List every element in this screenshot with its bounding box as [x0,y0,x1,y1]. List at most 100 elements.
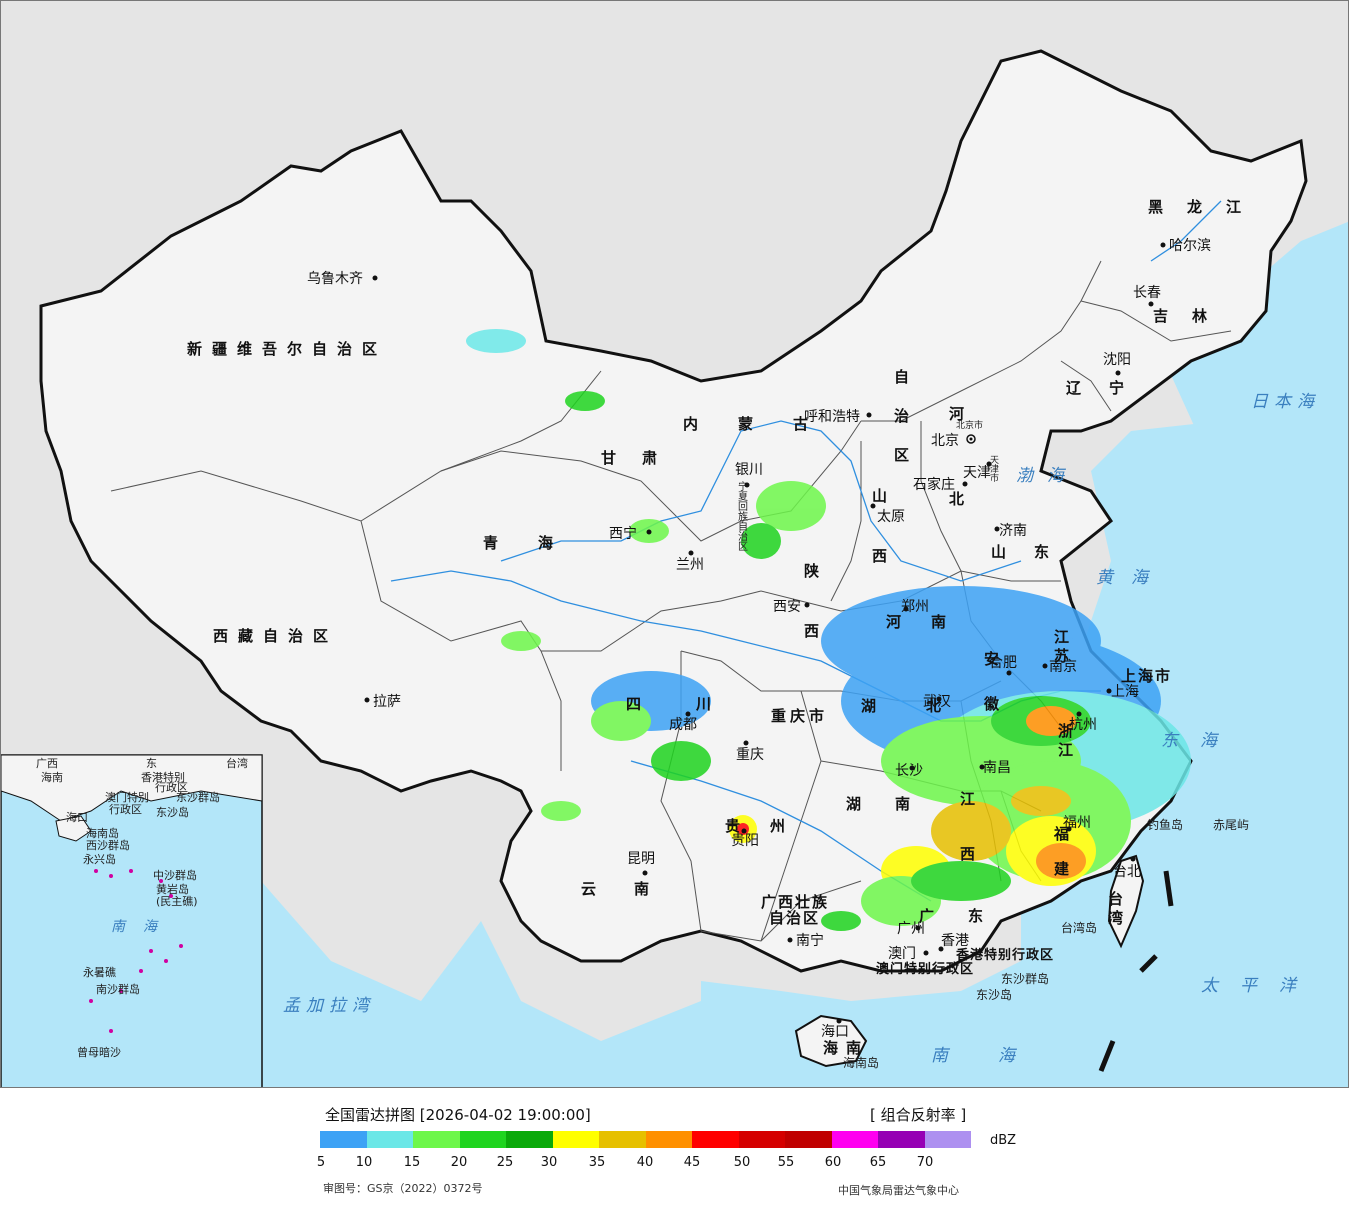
svg-text:台湾: 台湾 [226,756,248,770]
city-jinan: 济南 [999,523,1027,539]
legend-tick-label: 40 [636,1155,654,1170]
radar-echoes [466,329,1191,931]
legend-tick-label: 25 [496,1155,514,1170]
legend-tick-label: 5 [316,1155,326,1170]
legend-swatch [692,1131,739,1148]
city-lanzhou: 兰州 [676,557,704,573]
sea-labels: 日本海 渤海 黄海 东海 太平洋 南海 孟加拉湾 [283,392,1320,1066]
svg-text:曾母暗沙: 曾母暗沙 [77,1045,121,1059]
province-label-hunan: 湖南 [846,795,944,813]
legend-swatch [924,1131,971,1148]
legend-swatch [459,1131,506,1148]
svg-text:行政区: 行政区 [155,780,188,794]
island-dongsha: 东沙岛 [976,987,1012,1002]
province-label-neimenggu-2: 自治区 [892,368,910,486]
label-macao-sar: 澳门特别行政区 [876,961,974,977]
legend-swatch [599,1131,646,1148]
city-taiyuan: 太原 [877,509,905,525]
sea-label-donghai: 东海 [1161,731,1239,751]
legend-swatch [320,1131,367,1148]
legend-swatch [785,1131,832,1148]
province-label-jiangsu: 江苏 [1052,628,1070,667]
city-taipei: 台北 [1113,864,1141,880]
legend-colorbar [320,1131,971,1148]
island-taiwan: 台湾岛 [1061,920,1097,935]
island-dongsha-group: 东沙群岛 [1001,971,1049,986]
legend-tick-label: 55 [777,1155,795,1170]
city-changsha: 长沙 [895,763,923,779]
svg-text:(民主礁): (民主礁) [156,894,198,908]
city-lhasa: 拉萨 [373,694,401,710]
province-label-hubei: 湖北 [861,697,991,715]
city-urumqi: 乌鲁木齐 [307,271,363,287]
inset-labels: 广西 海南 东 香港特别 澳门特别 行政区 行政区 台湾 东沙群岛 东沙岛 海口… [36,756,248,1059]
sea-label-japan: 日本海 [1251,392,1320,412]
legend-product: [ 组合反射率 ] [870,1106,967,1124]
svg-text:中沙群岛: 中沙群岛 [153,868,197,882]
legend-swatch [552,1131,599,1148]
city-wuhan: 武汉 [923,694,951,710]
city-shenyang: 沈阳 [1103,352,1131,368]
province-label-jiangxi: 江西 [958,790,976,901]
taiwan-island [1107,854,1145,949]
sea-label-nanhai: 南海 [931,1046,1065,1066]
sea-label-pacific: 太平洋 [1201,976,1318,996]
city-chongqing: 重庆 [736,747,764,763]
province-label-hebei: 河北 [947,405,965,576]
province-label-taiwan: 台湾 [1106,890,1124,929]
city-shanghai: 上海 [1111,684,1139,700]
province-label-shandong: 山东 [991,543,1077,561]
legend-tick-label: 30 [540,1155,558,1170]
province-label-henan: 河南 [886,613,976,631]
svg-text:东沙群岛: 东沙群岛 [176,790,220,804]
province-label-chongqing: 重庆市 [771,707,828,725]
svg-text:海口: 海口 [66,810,88,824]
province-labels: 新疆维吾尔自治区 西藏自治区 青海 甘肃 内蒙古 自治区 黑龙江 吉林 辽宁 河… [187,198,1265,1057]
island-diaoyu: 钓鱼岛 [1147,817,1183,832]
legend-tick-label: 10 [355,1155,373,1170]
province-label-jilin: 吉林 [1153,307,1231,325]
svg-text:东: 东 [146,757,157,770]
legend-tick-label: 60 [824,1155,842,1170]
legend-swatch [738,1131,785,1148]
svg-text:西沙群岛: 西沙群岛 [86,838,130,852]
city-guangzhou: 广州 [897,921,925,937]
sea-label-bohai: 渤海 [1016,466,1078,486]
province-label-heilongjiang: 黑龙江 [1148,198,1265,216]
legend-tick-label: 45 [683,1155,701,1170]
city-haikou: 海口 [821,1024,849,1040]
sea-label-bengal: 孟加拉湾 [283,996,375,1016]
legend-tick-label: 65 [869,1155,887,1170]
south-china-sea-inset [1,754,263,1087]
legend-swatch [645,1131,692,1148]
province-label-guizhou: 贵州 [725,817,815,835]
radar-map: 新疆维吾尔自治区 西藏自治区 青海 甘肃 内蒙古 自治区 黑龙江 吉林 辽宁 河… [0,0,1349,1088]
city-xian: 西安 [773,599,801,615]
city-tianjin: 天津 [963,465,991,481]
province-label-guangxi-2: 自治区 [769,909,820,927]
island-chiwei: 赤尾屿 [1213,818,1249,832]
city-hangzhou: 杭州 [1069,717,1097,733]
province-label-hainan: 海南 [823,1039,869,1057]
city-harbin: 哈尔滨 [1169,238,1211,254]
svg-text:行政区: 行政区 [109,802,142,816]
legend-tick-label: 50 [733,1155,751,1170]
review-number: 审图号：GS京（2022）0372号 [323,1182,483,1195]
svg-text:永兴岛: 永兴岛 [83,852,116,866]
city-xining: 西宁 [609,525,637,542]
province-label-xizang: 西藏自治区 [213,627,338,645]
city-hohhot: 呼和浩特 [804,409,860,425]
svg-text:南海: 南海 [111,919,175,935]
province-label-sichuan: 四川 [626,695,766,713]
legend-tick-label: 70 [916,1155,934,1170]
province-label-shaanxi: 陕西 [802,562,820,683]
legend-tick-label: 35 [588,1155,606,1170]
city-nanchang: 南昌 [983,760,1011,776]
province-label-yunnan: 云南 [581,880,687,898]
svg-text:永暑礁: 永暑礁 [83,965,116,979]
hainan-island [794,1014,868,1068]
sea-label-huanghai: 黄海 [1096,568,1166,588]
province-label-fujian: 福建 [1052,825,1070,896]
city-beijing: 北京 [931,433,959,449]
svg-text:黄岩岛: 黄岩岛 [156,882,189,896]
